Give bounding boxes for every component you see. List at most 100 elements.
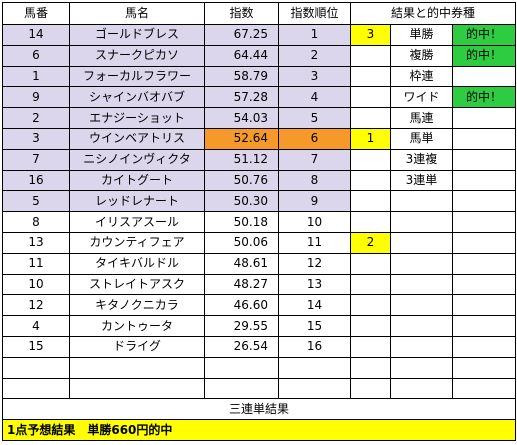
ticket-type xyxy=(390,211,453,233)
ticket-type: ワイド xyxy=(390,86,453,109)
index-value: 57.28 xyxy=(204,86,279,109)
ticket-type: 枠連 xyxy=(390,65,453,88)
header-number: 馬番 xyxy=(2,2,70,25)
table-row: 10 ストレイトアスク 48.27 13 xyxy=(2,273,516,296)
index-value: 50.06 xyxy=(204,231,279,254)
index-value: 54.03 xyxy=(204,107,279,129)
finish-position xyxy=(350,169,391,192)
ticket-type xyxy=(390,252,453,275)
index-value: 26.54 xyxy=(204,335,279,358)
ticket-type: 馬単 xyxy=(390,127,453,150)
empty-cell xyxy=(2,356,70,379)
empty-cell xyxy=(390,356,453,379)
horse-name: ドライグ xyxy=(69,335,205,358)
horse-number: 7 xyxy=(2,148,70,171)
finish-position xyxy=(350,148,391,171)
header-rank: 指数順位 xyxy=(278,2,351,25)
table-row: 6 スナークピカソ 64.44 2 複勝 的中！ xyxy=(2,44,516,67)
ticket-type xyxy=(390,335,453,358)
one-point-prediction-result: 1点予想結果 単勝660円的中 xyxy=(2,419,516,441)
ticket-type xyxy=(390,231,453,254)
hit-cell xyxy=(452,127,516,150)
table-row: 16 カイトグート 50.76 8 3連単 xyxy=(2,169,516,192)
hit-badge: 的中！ xyxy=(452,24,516,46)
finish-position xyxy=(350,294,391,317)
header-row: 馬番 馬名 指数 指数順位 結果と的中券種 xyxy=(2,2,516,25)
horse-name: エナジーショット xyxy=(69,107,205,129)
index-rank: 16 xyxy=(278,335,351,358)
hit-cell xyxy=(452,65,516,88)
hit-cell xyxy=(452,231,516,254)
empty-cell xyxy=(350,377,391,400)
ticket-type: 馬連 xyxy=(390,107,453,129)
empty-cell xyxy=(390,377,453,400)
horse-name: レッドレナート xyxy=(69,190,205,213)
horse-number: 15 xyxy=(2,335,70,358)
ticket-type xyxy=(390,273,453,296)
horse-number: 16 xyxy=(2,169,70,192)
index-rank: 13 xyxy=(278,273,351,296)
empty-cell xyxy=(69,377,205,400)
index-rank: 4 xyxy=(278,86,351,109)
horse-name: ニシノインヴィクタ xyxy=(69,148,205,171)
table-row: 3 ウインベアトリス 52.64 6 1 馬単 xyxy=(2,127,516,150)
index-value: 64.44 xyxy=(204,44,279,67)
index-rank: 3 xyxy=(278,65,351,88)
horse-number: 13 xyxy=(2,231,70,254)
header-horse-name: 馬名 xyxy=(69,2,205,25)
index-rank-highlight: 6 xyxy=(278,127,351,150)
empty-cell xyxy=(452,377,516,400)
index-rank: 5 xyxy=(278,107,351,129)
finish-position xyxy=(350,190,391,213)
table-row: 4 カントゥータ 29.55 15 xyxy=(2,315,516,337)
index-rank: 11 xyxy=(278,231,351,254)
index-rank: 12 xyxy=(278,252,351,275)
finish-position xyxy=(350,273,391,296)
finish-position xyxy=(350,107,391,129)
index-value: 58.79 xyxy=(204,65,279,88)
table-row: 7 ニシノインヴィクタ 51.12 7 3連複 xyxy=(2,148,516,171)
index-rank: 2 xyxy=(278,44,351,67)
horse-name: カントゥータ xyxy=(69,315,205,337)
horse-number: 1 xyxy=(2,65,70,88)
horse-name: カウンティフェア xyxy=(69,231,205,254)
finish-position xyxy=(350,252,391,275)
horse-name: イリスアスール xyxy=(69,211,205,233)
table-row: 13 カウンティフェア 50.06 11 2 xyxy=(2,231,516,254)
empty-cell xyxy=(204,356,279,379)
index-value: 46.60 xyxy=(204,294,279,317)
index-rank: 10 xyxy=(278,211,351,233)
ticket-type xyxy=(390,190,453,213)
empty-row xyxy=(2,356,516,379)
index-rank: 14 xyxy=(278,294,351,317)
table-row: 5 レッドレナート 50.30 9 xyxy=(2,190,516,213)
finish-position xyxy=(350,44,391,67)
finish-position xyxy=(350,335,391,358)
ticket-type: 3連複 xyxy=(390,148,453,171)
table-row: 1 フォーカルフラワー 58.79 3 枠連 xyxy=(2,65,516,88)
empty-cell xyxy=(350,356,391,379)
index-value: 50.18 xyxy=(204,211,279,233)
index-value: 29.55 xyxy=(204,315,279,337)
horse-number: 2 xyxy=(2,107,70,129)
hit-cell xyxy=(452,211,516,233)
ticket-type xyxy=(390,294,453,317)
hit-cell xyxy=(452,335,516,358)
empty-cell xyxy=(278,356,351,379)
horse-number: 3 xyxy=(2,127,70,150)
index-value: 50.76 xyxy=(204,169,279,192)
hit-badge: 的中！ xyxy=(452,86,516,109)
header-result: 結果と的中券種 xyxy=(350,2,516,25)
index-value: 48.27 xyxy=(204,273,279,296)
empty-cell xyxy=(69,356,205,379)
horse-number: 12 xyxy=(2,294,70,317)
table-row: 9 シャインバオバブ 57.28 4 ワイド 的中！ xyxy=(2,86,516,109)
horse-name: ゴールドブレス xyxy=(69,24,205,46)
horse-name: ウインベアトリス xyxy=(69,127,205,150)
index-value: 67.25 xyxy=(204,24,279,46)
table-row: 11 タイキバルドル 48.61 12 xyxy=(2,252,516,275)
trifecta-result-title: 三連単結果 xyxy=(2,398,516,421)
index-value: 48.61 xyxy=(204,252,279,275)
